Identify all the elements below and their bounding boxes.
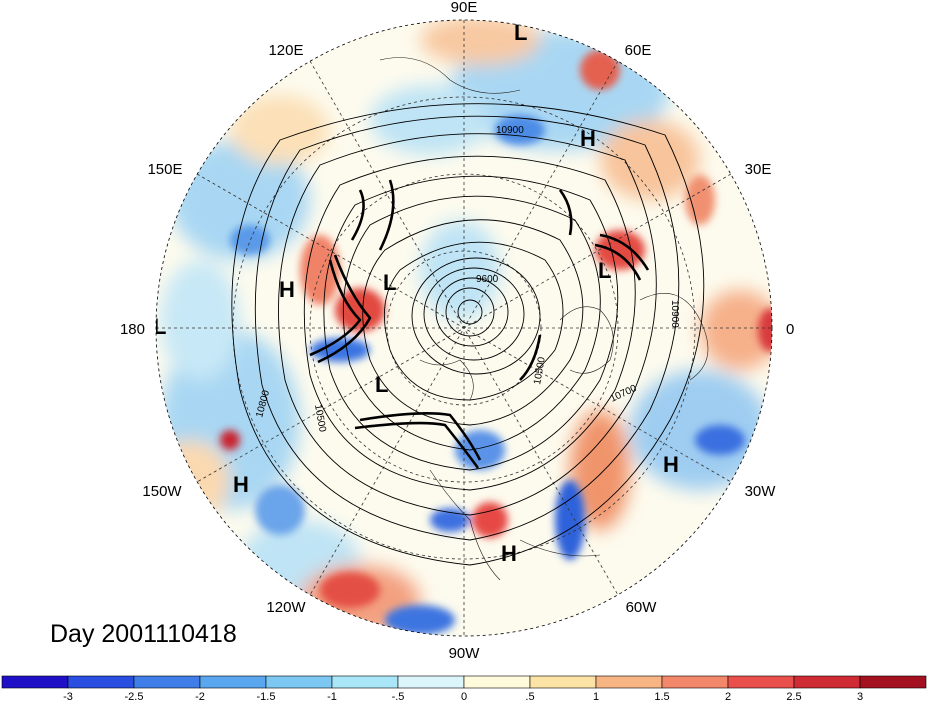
anomaly-field: 10900 10900 9600 10500 10700 10800 10500… <box>153 20 772 636</box>
colorbar-tick-label: 1 <box>593 691 599 702</box>
pressure-center-high: H <box>233 472 249 497</box>
colorbar-tick-label: .5 <box>525 691 534 702</box>
contour-label: 10500 <box>312 404 328 434</box>
lon-label-30e: 30E <box>745 161 772 178</box>
colorbar-tick-label: 3 <box>857 691 863 702</box>
jet-streak-contours <box>309 179 650 469</box>
colorbar-swatch <box>463 675 531 689</box>
colorbar-tick-label: 2.5 <box>786 691 801 702</box>
colorbar-swatch <box>793 675 861 689</box>
lon-label-0: 0 <box>786 321 794 338</box>
colorbar-tick-label: 1.5 <box>654 691 669 702</box>
lon-label-30w: 30W <box>745 483 777 500</box>
lon-label-90e: 90E <box>451 0 478 16</box>
contour-label: 10900 <box>496 125 524 136</box>
pressure-center-high: H <box>501 541 517 566</box>
colorbar-tick-label: 0 <box>461 691 467 702</box>
lon-label-120w: 120W <box>266 599 306 616</box>
graticule <box>156 20 772 636</box>
colorbar-swatch <box>331 675 399 689</box>
colorbar-swatch <box>133 675 201 689</box>
lon-label-150e: 150E <box>147 161 182 178</box>
height-contours <box>231 103 705 566</box>
pressure-center-high: H <box>663 452 679 477</box>
colorbar-swatch <box>199 675 267 689</box>
colorbar-swatch <box>661 675 729 689</box>
colorbar-swatch <box>397 675 465 689</box>
colorbar-tick-label: -.5 <box>392 691 405 702</box>
lon-label-150w: 150W <box>142 483 182 500</box>
longitude-labels: 90E 60E 30E 0 30W 60W 90W 120W 150W 180 … <box>120 0 794 662</box>
pressure-center-low: L <box>153 314 166 339</box>
colorbar-tick-label: -2.5 <box>125 691 144 702</box>
colorbar-tick-label: -3 <box>63 691 73 702</box>
contour-label: 10500 <box>532 356 548 386</box>
contour-label: 9600 <box>476 274 499 285</box>
lon-label-60e: 60E <box>625 42 652 59</box>
colorbar-swatch <box>595 675 663 689</box>
colorbar-tick-label: -1.5 <box>257 691 276 702</box>
day-title: Day 2001110418 <box>50 620 237 648</box>
lon-label-90w: 90W <box>449 645 481 662</box>
colorbar-tick-label: 2 <box>725 691 731 702</box>
map-boundary <box>155 19 773 637</box>
colorbar-tick-label: -1 <box>327 691 337 702</box>
colorbar: -3 -2.5 -2 -1.5 -1 -.5 0 .5 1 1.5 2 2.5 3 <box>1 675 927 702</box>
colorbar-swatch <box>67 675 135 689</box>
colorbar-swatch <box>1 675 69 689</box>
lon-label-180: 180 <box>120 321 145 338</box>
pressure-center-low: L <box>514 20 527 45</box>
colorbar-swatch <box>529 675 597 689</box>
colorbar-swatch <box>727 675 795 689</box>
colorbar-swatch <box>265 675 333 689</box>
pressure-center-high: H <box>580 126 596 151</box>
lon-label-120e: 120E <box>268 42 303 59</box>
contour-label: 10900 <box>669 300 680 328</box>
pressure-center-low: L <box>383 270 396 295</box>
pressure-centers: L H L H L L L H H H <box>153 20 679 566</box>
colorbar-swatch <box>859 675 927 689</box>
pressure-center-low: L <box>598 258 611 283</box>
coastlines <box>379 57 709 581</box>
colorbar-tick-label: -2 <box>195 691 205 702</box>
pressure-center-high: H <box>279 277 295 302</box>
pressure-center-low: L <box>375 372 388 397</box>
lon-label-60w: 60W <box>626 599 658 616</box>
